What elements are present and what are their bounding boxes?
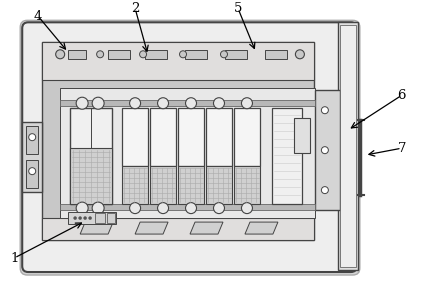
Bar [234,166,260,204]
Bar [178,166,204,204]
Bar [22,122,42,192]
Bar [178,108,204,166]
Bar [26,126,38,154]
Polygon shape [245,222,278,234]
Circle shape [84,217,87,219]
Bar [122,108,148,166]
FancyBboxPatch shape [20,20,360,275]
Bar [272,108,302,204]
Circle shape [97,51,104,58]
Bar [294,118,310,153]
Bar [145,50,167,59]
Circle shape [157,98,168,109]
Circle shape [89,217,92,219]
Bar [107,213,115,223]
Circle shape [322,107,328,114]
Circle shape [29,134,36,141]
Bar [60,88,315,218]
Circle shape [92,97,104,109]
Circle shape [241,98,252,109]
Bar [108,50,130,59]
Text: 5: 5 [234,2,242,15]
Text: 4: 4 [34,10,42,23]
Circle shape [241,203,252,214]
Circle shape [186,203,197,214]
Circle shape [295,50,304,59]
Circle shape [76,202,88,214]
Bar [42,42,314,240]
Bar [206,108,232,166]
Bar [42,218,314,240]
Circle shape [76,97,88,109]
Circle shape [220,51,227,58]
Circle shape [179,51,187,58]
Circle shape [157,203,168,214]
Circle shape [56,50,65,59]
Bar [265,50,287,59]
Polygon shape [135,222,168,234]
Bar [26,160,38,188]
Bar [225,50,247,59]
Circle shape [322,147,328,154]
Bar [70,108,112,204]
Bar [68,50,86,59]
Bar [122,166,148,204]
FancyBboxPatch shape [22,22,357,272]
Bar [68,212,116,224]
Bar [70,148,112,204]
Bar [60,204,315,210]
Bar [234,108,260,166]
Circle shape [92,202,104,214]
Circle shape [78,217,81,219]
Bar [315,90,340,210]
Bar [340,25,356,267]
Circle shape [140,51,146,58]
Circle shape [130,98,141,109]
Circle shape [74,217,77,219]
Text: 2: 2 [131,2,139,15]
Circle shape [214,98,225,109]
Circle shape [214,203,225,214]
Bar [150,108,176,166]
Text: 1: 1 [10,252,19,265]
Bar [206,166,232,204]
Bar [185,50,207,59]
Bar [60,100,315,106]
Polygon shape [80,222,113,234]
Polygon shape [190,222,223,234]
Bar [150,166,176,204]
Bar [42,42,314,80]
Circle shape [186,98,197,109]
Circle shape [130,203,141,214]
Bar [95,213,105,223]
Circle shape [29,168,36,175]
Bar [338,22,358,270]
Text: 6: 6 [398,89,406,102]
Circle shape [322,187,328,194]
Text: 7: 7 [398,142,406,155]
